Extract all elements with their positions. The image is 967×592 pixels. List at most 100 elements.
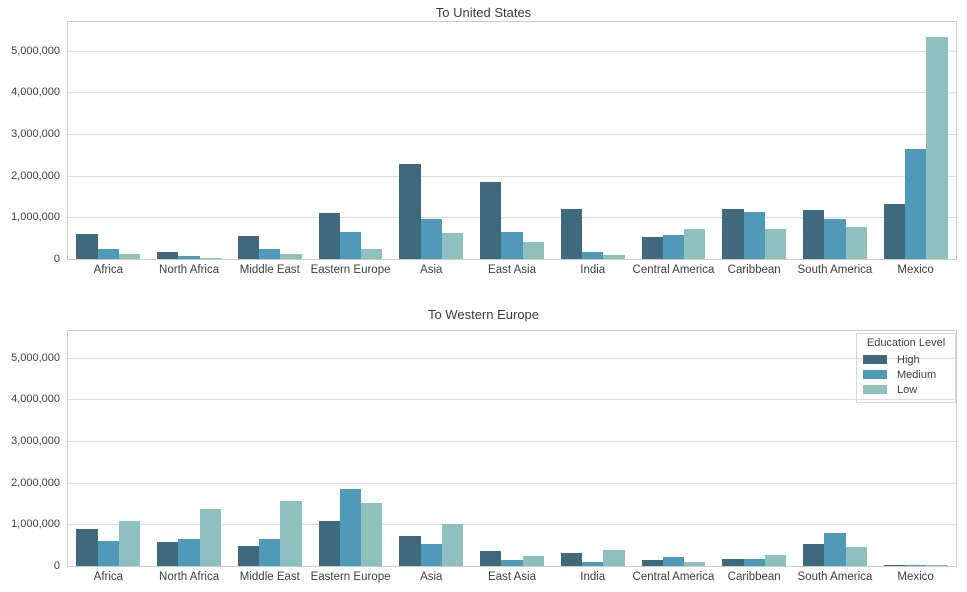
- x-axis-tick-label: India: [580, 264, 606, 276]
- y-axis-tick-label: 4,000,000: [11, 86, 60, 99]
- bar-high-africa: [76, 234, 98, 259]
- bar-medium-central-america: [662, 557, 685, 566]
- y-axis-tick-label: 1,000,000: [11, 518, 60, 531]
- bar-low-south-america: [845, 546, 867, 566]
- bar-medium-eastern-europe: [339, 232, 362, 259]
- legend-swatch-low-icon: [863, 385, 887, 394]
- bar-low-asia: [441, 524, 464, 566]
- bar-low-mexico: [926, 565, 948, 566]
- bar-low-mexico: [926, 37, 948, 259]
- x-axis-tick-label: India: [580, 571, 606, 583]
- bar-low-south-america: [845, 227, 867, 259]
- bar-low-africa: [118, 254, 141, 259]
- gridline: [68, 217, 956, 219]
- bar-medium-eastern-europe: [339, 489, 362, 566]
- bar-medium-east-asia: [501, 559, 523, 566]
- gridline: [68, 399, 956, 401]
- bar-high-caribbean: [722, 208, 744, 259]
- legend-label-high: High: [897, 353, 920, 366]
- x-axis-tick-label: Central America: [632, 571, 715, 583]
- bar-medium-north-africa: [178, 538, 200, 566]
- gridline: [68, 482, 956, 484]
- x-axis-tick-label: North Africa: [159, 571, 220, 583]
- x-axis-tick-label: Mexico: [897, 264, 934, 276]
- bar-medium-africa: [97, 541, 119, 566]
- x-axis-tick-label: Eastern Europe: [310, 571, 391, 583]
- bar-high-india: [560, 552, 583, 566]
- y-axis-tick-label: 2,000,000: [11, 476, 60, 489]
- bar-medium-middle-east: [259, 248, 281, 259]
- y-axis-tick-label: 0: [53, 253, 60, 265]
- y-axis-tick-label: 3,000,000: [11, 128, 60, 141]
- gridline: [68, 441, 956, 442]
- x-axis-tick-label: Caribbean: [727, 571, 781, 583]
- gridline: [68, 50, 956, 52]
- bar-high-east-asia: [480, 181, 502, 259]
- x-axis-tick-label: Middle East: [239, 571, 300, 583]
- gridline: [68, 357, 956, 359]
- bar-high-middle-east: [237, 236, 260, 259]
- bar-low-eastern-europe: [361, 249, 383, 259]
- bar-high-caribbean: [722, 558, 744, 566]
- bar-low-central-america: [684, 562, 706, 566]
- bar-high-east-asia: [480, 551, 502, 566]
- x-axis-tick-label: Africa: [93, 571, 124, 583]
- bar-medium-south-america: [824, 533, 846, 566]
- x-axis-tick-label: South America: [797, 264, 873, 276]
- chart-title-to-western-europe: To Western Europe: [427, 307, 540, 322]
- y-axis-tick-label: 5,000,000: [11, 351, 60, 364]
- bar-medium-caribbean: [743, 211, 765, 259]
- bar-high-mexico: [883, 564, 905, 566]
- bar-medium-india: [582, 252, 604, 259]
- bar-low-eastern-europe: [361, 503, 383, 566]
- x-axis-tick-label: Middle East: [239, 264, 300, 276]
- bar-medium-middle-east: [259, 538, 281, 566]
- legend-label-low: Low: [897, 383, 918, 396]
- bar-medium-east-asia: [501, 231, 523, 259]
- x-axis-tick-label: Eastern Europe: [310, 264, 391, 276]
- x-axis-tick-label: East Asia: [488, 571, 536, 583]
- legend-title: Education Level: [866, 337, 946, 349]
- x-axis-tick-label: Africa: [93, 264, 124, 276]
- gridline: [68, 175, 956, 177]
- bar-low-asia: [441, 233, 464, 259]
- x-axis-tick-label: Asia: [420, 571, 443, 583]
- y-axis-tick-label: 3,000,000: [11, 435, 60, 447]
- bar-medium-caribbean: [743, 559, 765, 566]
- bar-high-mexico: [883, 204, 905, 259]
- legend-entry-high: High: [863, 352, 949, 367]
- bar-high-central-america: [641, 560, 663, 566]
- bar-low-central-america: [684, 229, 706, 259]
- bar-high-south-america: [803, 543, 825, 566]
- bar-low-east-asia: [522, 555, 544, 566]
- bar-high-north-africa: [157, 251, 179, 259]
- bar-high-asia: [399, 536, 421, 566]
- bar-high-north-africa: [157, 542, 179, 566]
- bar-high-eastern-europe: [318, 213, 340, 259]
- bar-low-africa: [118, 521, 141, 566]
- x-axis-tick-label: Central America: [632, 264, 715, 276]
- bar-low-india: [603, 254, 625, 259]
- x-axis-tick-label: Asia: [420, 264, 443, 276]
- gridline: [68, 92, 956, 94]
- bar-medium-india: [582, 562, 604, 566]
- gridline: [68, 134, 956, 136]
- legend-entry-medium: Medium: [863, 367, 949, 382]
- bar-low-caribbean: [764, 554, 787, 566]
- bar-medium-mexico: [905, 565, 927, 566]
- bar-medium-central-america: [662, 235, 685, 259]
- legend-swatch-medium-icon: [863, 370, 887, 379]
- chart-title-to-united-states: To United States: [435, 5, 532, 20]
- legend-swatch-high-icon: [863, 355, 887, 364]
- bar-low-east-asia: [522, 242, 544, 259]
- bar-high-central-america: [641, 237, 663, 259]
- bar-high-eastern-europe: [318, 521, 340, 566]
- y-axis-tick-label: 1,000,000: [11, 211, 60, 224]
- bar-low-north-africa: [199, 509, 221, 566]
- bar-medium-asia: [420, 219, 442, 259]
- bar-high-africa: [76, 528, 98, 566]
- x-axis-tick-label: South America: [797, 571, 873, 583]
- legend-label-medium: Medium: [897, 368, 937, 381]
- bar-low-north-africa: [199, 257, 221, 259]
